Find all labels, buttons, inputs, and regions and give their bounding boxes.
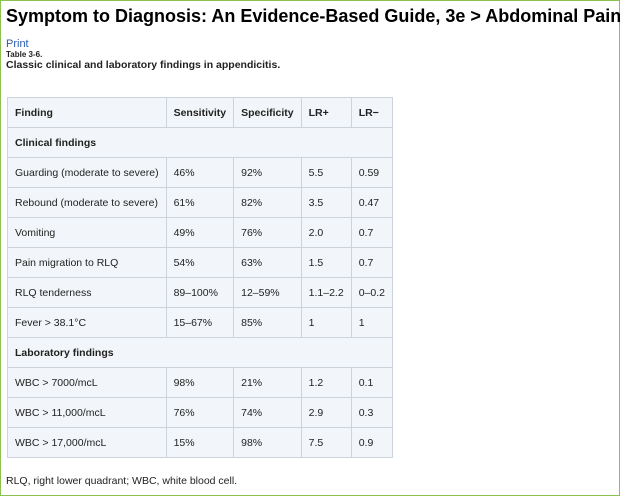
cell: 21% <box>233 367 302 398</box>
cell: 82% <box>233 187 302 218</box>
cell: 61% <box>165 187 235 218</box>
cell: 7.5 <box>300 427 352 458</box>
data-row: Vomiting 49% 76% 2.0 0.7 <box>7 217 393 248</box>
column-header: LR− <box>350 97 393 128</box>
cell: WBC > 17,000/mcL <box>7 427 167 458</box>
section-row: Clinical findings <box>7 127 393 158</box>
findings-table: Finding Sensitivity Specificity LR+ LR− Clin… <box>7 97 393 458</box>
column-header: LR+ <box>300 97 352 128</box>
cell: 0.7 <box>350 217 393 248</box>
cell: 1.1–2.2 <box>300 277 352 308</box>
cell: 0.47 <box>350 187 393 218</box>
cell: 49% <box>165 217 235 248</box>
cell: 74% <box>233 397 302 428</box>
cell: 1.2 <box>300 367 352 398</box>
section-label: Laboratory findings <box>7 337 393 368</box>
cell: 0.59 <box>350 157 393 188</box>
cell: 2.0 <box>300 217 352 248</box>
column-header: Finding <box>7 97 167 128</box>
data-row: WBC > 11,000/mcL 76% 74% 2.9 0.3 <box>7 397 393 428</box>
cell: Fever > 38.1°C <box>7 307 167 338</box>
cell: 3.5 <box>300 187 352 218</box>
cell: 1 <box>350 307 393 338</box>
cell: RLQ tenderness <box>7 277 167 308</box>
header-row: Finding Sensitivity Specificity LR+ LR− <box>7 97 393 128</box>
cell: 85% <box>233 307 302 338</box>
table-label: Table 3-6. <box>6 50 43 59</box>
data-row: WBC > 7000/mcL 98% 21% 1.2 0.1 <box>7 367 393 398</box>
print-link[interactable]: Print <box>6 38 29 50</box>
cell: Vomiting <box>7 217 167 248</box>
cell: 98% <box>233 427 302 458</box>
column-header: Sensitivity <box>165 97 235 128</box>
cell: 0.9 <box>350 427 393 458</box>
cell: 92% <box>233 157 302 188</box>
table-caption: Classic clinical and laboratory findings… <box>6 59 281 71</box>
cell: 76% <box>233 217 302 248</box>
data-row: Pain migration to RLQ 54% 63% 1.5 0.7 <box>7 247 393 278</box>
cell: WBC > 7000/mcL <box>7 367 167 398</box>
cell: 0–0.2 <box>350 277 393 308</box>
data-row: WBC > 17,000/mcL 15% 98% 7.5 0.9 <box>7 427 393 458</box>
data-row: Guarding (moderate to severe) 46% 92% 5.5 0.… <box>7 157 393 188</box>
cell: 5.5 <box>300 157 352 188</box>
section-row: Laboratory findings <box>7 337 393 368</box>
cell: Guarding (moderate to severe) <box>7 157 167 188</box>
data-row: Fever > 38.1°C 15–67% 85% 1 1 <box>7 307 393 338</box>
cell: 12–59% <box>233 277 302 308</box>
cell: Rebound (moderate to severe) <box>7 187 167 218</box>
cell: 15–67% <box>165 307 235 338</box>
cell: 2.9 <box>300 397 352 428</box>
cell: 63% <box>233 247 302 278</box>
column-header: Specificity <box>233 97 302 128</box>
cell: 1 <box>300 307 352 338</box>
cell: 89–100% <box>165 277 235 308</box>
cell: 46% <box>165 157 235 188</box>
cell: 98% <box>165 367 235 398</box>
footnote: RLQ, right lower quadrant; WBC, white bl… <box>6 475 238 487</box>
cell: 15% <box>165 427 235 458</box>
data-row: Rebound (moderate to severe) 61% 82% 3.5 0.4… <box>7 187 393 218</box>
cell: 0.7 <box>350 247 393 278</box>
cell: 1.5 <box>300 247 352 278</box>
data-row: RLQ tenderness 89–100% 12–59% 1.1–2.2 0–0.2 <box>7 277 393 308</box>
cell: Pain migration to RLQ <box>7 247 167 278</box>
cell: 54% <box>165 247 235 278</box>
cell: 0.3 <box>350 397 393 428</box>
cell: 76% <box>165 397 235 428</box>
section-label: Clinical findings <box>7 127 393 158</box>
cell: WBC > 11,000/mcL <box>7 397 167 428</box>
page-title: Symptom to Diagnosis: An Evidence-Based … <box>6 6 620 26</box>
cell: 0.1 <box>350 367 393 398</box>
